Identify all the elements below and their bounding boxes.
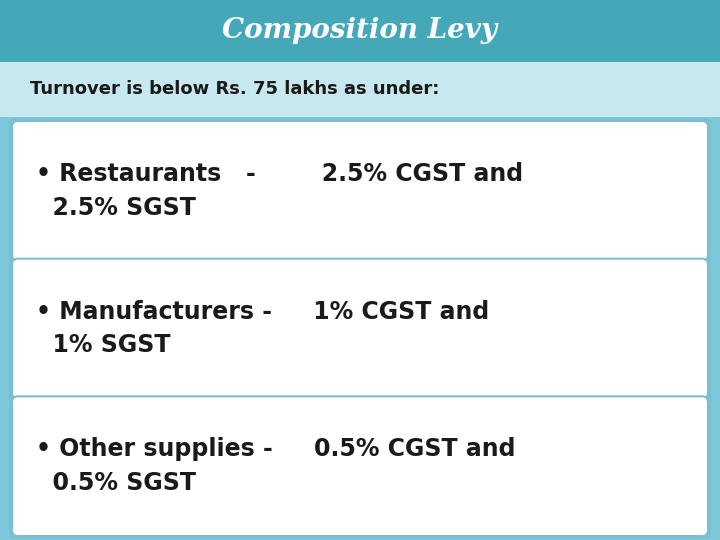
FancyBboxPatch shape xyxy=(12,121,708,261)
FancyBboxPatch shape xyxy=(0,62,720,117)
FancyBboxPatch shape xyxy=(9,255,711,401)
Text: • Restaurants   -        2.5% CGST and
  2.5% SGST: • Restaurants - 2.5% CGST and 2.5% SGST xyxy=(36,162,523,220)
FancyBboxPatch shape xyxy=(12,259,708,399)
Text: Composition Levy: Composition Levy xyxy=(222,17,498,44)
FancyBboxPatch shape xyxy=(0,0,720,62)
Text: • Manufacturers -     1% CGST and
  1% SGST: • Manufacturers - 1% CGST and 1% SGST xyxy=(36,300,490,357)
FancyBboxPatch shape xyxy=(9,118,711,264)
Text: Turnover is below Rs. 75 lakhs as under:: Turnover is below Rs. 75 lakhs as under: xyxy=(30,80,439,98)
Text: • Other supplies -     0.5% CGST and
  0.5% SGST: • Other supplies - 0.5% CGST and 0.5% SG… xyxy=(36,437,516,495)
FancyBboxPatch shape xyxy=(12,396,708,536)
FancyBboxPatch shape xyxy=(9,393,711,539)
